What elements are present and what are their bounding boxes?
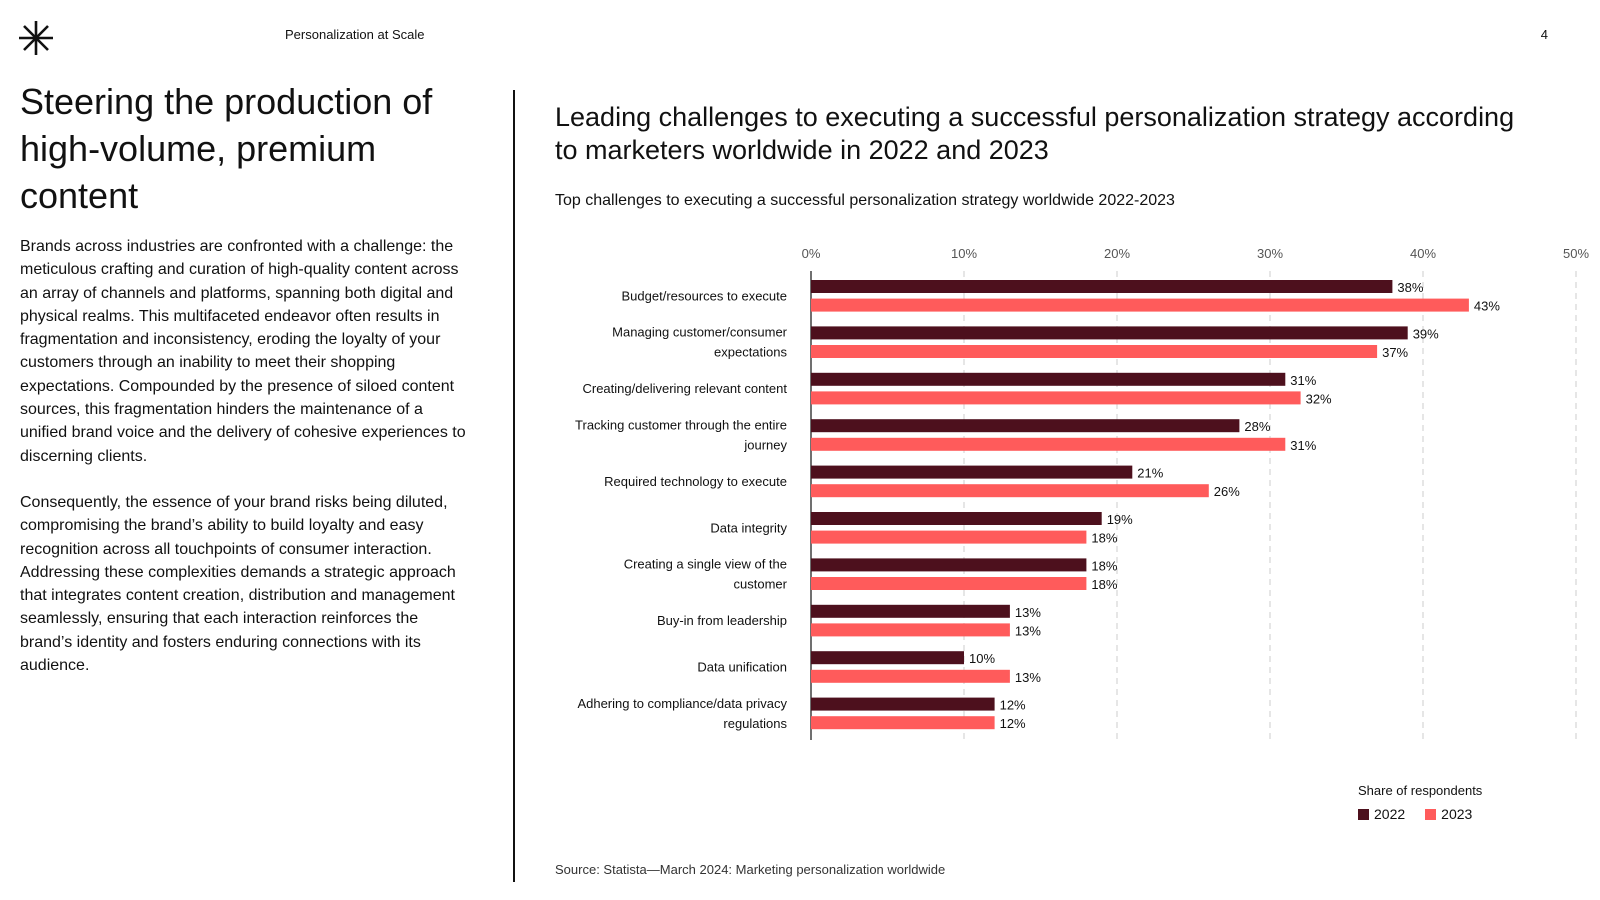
legend-item-2022: 2022 [1358, 806, 1405, 822]
bar-2022 [811, 465, 1133, 479]
category-label: customer [734, 577, 788, 592]
x-tick-label: 40% [1410, 246, 1436, 261]
data-label-2023: 12% [1000, 716, 1026, 731]
category-label: journey [743, 438, 787, 453]
bar-2023 [811, 391, 1301, 405]
bar-2022 [811, 280, 1393, 293]
x-tick-label: 0% [802, 246, 821, 261]
x-tick-label: 20% [1104, 246, 1130, 261]
legend-label-2022: 2022 [1374, 806, 1406, 822]
x-tick-label: 50% [1563, 246, 1589, 261]
bar-2023 [811, 345, 1378, 358]
data-label-2023: 32% [1306, 391, 1332, 406]
category-label: Data unification [697, 660, 787, 675]
data-label-2022: 12% [1000, 698, 1026, 713]
bar-2022 [811, 651, 964, 665]
data-label-2022: 13% [1015, 605, 1041, 620]
data-label-2022: 18% [1091, 558, 1117, 573]
bar-2022 [811, 326, 1408, 340]
asterisk-logo-icon [19, 21, 53, 55]
data-label-2022: 39% [1413, 326, 1439, 341]
section-heading: Steering the production of high-volume, … [20, 81, 433, 216]
category-label: Required technology to execute [604, 474, 787, 489]
data-label-2023: 26% [1214, 484, 1240, 499]
x-tick-label: 10% [951, 246, 977, 261]
data-label-2022: 10% [969, 651, 995, 666]
data-label-2023: 18% [1091, 531, 1117, 546]
legend-title: Share of respondents [1358, 783, 1483, 798]
chart-legend: 2022 2023 [1358, 806, 1472, 822]
bar-2022 [811, 512, 1102, 525]
data-label-2023: 43% [1474, 299, 1500, 314]
legend-item-2023: 2023 [1425, 806, 1472, 822]
body-paragraph-1: Brands across industries are confronted … [20, 238, 466, 465]
header-title: Personalization at Scale [285, 27, 425, 42]
page-number: 4 [1540, 27, 1548, 42]
legend-swatch-2023 [1425, 808, 1437, 820]
category-label: Creating/delivering relevant content [582, 381, 787, 396]
data-label-2022: 28% [1244, 419, 1270, 434]
bar-2022 [811, 372, 1286, 386]
category-label: regulations [723, 716, 787, 731]
category-label: Budget/resources to execute [622, 288, 788, 303]
category-label: Adhering to compliance/data privacy [577, 696, 787, 711]
category-label: Creating a single view of the [624, 557, 787, 572]
data-label-2022: 21% [1137, 466, 1163, 481]
bar-2022 [811, 558, 1087, 572]
bar-2023 [811, 437, 1286, 451]
bar-2022 [811, 604, 1010, 618]
category-label: Data integrity [710, 520, 787, 535]
body-paragraph-2: Consequently, the essence of your brand … [20, 493, 456, 675]
bar-2022 [811, 419, 1240, 433]
legend-label-2023: 2023 [1441, 806, 1473, 822]
chart-title: Leading challenges to executing a succes… [555, 102, 1515, 165]
data-label-2023: 13% [1015, 670, 1041, 685]
bar-2023 [811, 716, 995, 730]
data-label-2023: 37% [1382, 345, 1408, 360]
data-label-2022: 31% [1290, 373, 1316, 388]
bar-2022 [811, 697, 995, 711]
bar-2023 [811, 623, 1010, 637]
category-label: Managing customer/consumer [612, 325, 788, 340]
body-text: Brands across industries are confronted … [20, 235, 468, 700]
chart-subtitle: Top challenges to executing a successful… [555, 192, 1175, 209]
column-divider [513, 90, 515, 882]
data-label-2022: 38% [1397, 280, 1423, 295]
category-label: expectations [714, 345, 787, 360]
legend-swatch-2022 [1358, 808, 1369, 820]
data-label-2023: 31% [1290, 438, 1316, 453]
bar-2023 [811, 484, 1209, 498]
category-label: Tracking customer through the entire [575, 418, 787, 433]
data-label-2022: 19% [1107, 512, 1133, 527]
bar-2023 [811, 669, 1010, 683]
bar-2023 [811, 298, 1469, 312]
data-label-2023: 13% [1015, 623, 1041, 638]
bar-2023 [811, 577, 1087, 590]
x-tick-label: 30% [1257, 246, 1283, 261]
category-label: Buy-in from leadership [657, 613, 787, 628]
source-note: Source: Statista—March 2024: Marketing p… [555, 862, 946, 877]
data-label-2023: 18% [1091, 577, 1117, 592]
bar-2023 [811, 530, 1087, 544]
